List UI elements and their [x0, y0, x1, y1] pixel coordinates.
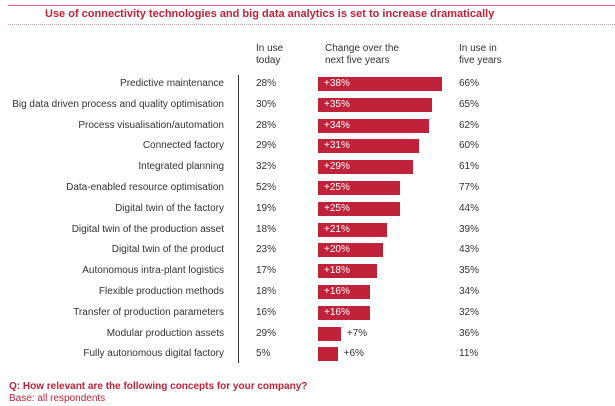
change-label: +21% — [324, 223, 350, 235]
future-value: 61% — [459, 161, 480, 173]
header-future: In use in five years — [459, 43, 502, 66]
header-change: Change over the next five years — [325, 43, 399, 66]
category-label: Modular production assets — [106, 327, 224, 339]
future-value: 62% — [459, 119, 480, 131]
change-bar — [318, 264, 377, 279]
change-bar — [318, 77, 443, 91]
change-bar — [318, 285, 371, 299]
change-bar — [318, 139, 420, 154]
future-value: 66% — [459, 78, 480, 89]
chart-title: Use of connectivity technologies and big… — [45, 8, 495, 20]
today-value: 52% — [256, 182, 277, 193]
change-label: +6% — [343, 348, 364, 360]
change-label: +18% — [324, 265, 350, 277]
today-value: 18% — [256, 286, 277, 297]
today-value: 32% — [256, 161, 277, 173]
future-value: 36% — [459, 327, 480, 339]
change-bar — [318, 347, 338, 362]
change-label: +34% — [324, 119, 350, 131]
change-label: +25% — [324, 182, 350, 193]
future-value: 65% — [459, 98, 480, 110]
header-today: In use today — [256, 43, 284, 66]
today-value: 23% — [256, 244, 277, 256]
future-value: 60% — [459, 140, 480, 152]
category-label: Autonomous intra-plant logistics — [82, 265, 224, 277]
survey-base: Base: all respondents — [9, 393, 106, 404]
today-value: 5% — [256, 348, 271, 360]
change-label: +25% — [324, 202, 350, 214]
category-label: Digital twin of the product — [111, 244, 224, 256]
today-value: 18% — [256, 223, 277, 235]
today-value: 29% — [256, 327, 277, 339]
future-value: 11% — [459, 348, 479, 360]
change-label: +38% — [324, 78, 350, 89]
change-label: +20% — [324, 244, 350, 256]
change-bar — [318, 326, 341, 341]
category-label: Integrated planning — [138, 161, 224, 173]
change-label: +16% — [324, 306, 350, 318]
today-value: 28% — [256, 119, 277, 131]
future-value: 39% — [459, 223, 480, 235]
axis-line — [238, 75, 239, 363]
change-label: +16% — [324, 286, 350, 297]
change-label: +7% — [346, 327, 368, 339]
change-bar — [318, 160, 413, 175]
future-value: 34% — [459, 286, 480, 297]
future-value: 44% — [459, 202, 480, 214]
change-bar — [318, 222, 387, 237]
category-label: Flexible production methods — [98, 286, 224, 297]
today-value: 28% — [256, 78, 277, 89]
today-value: 16% — [256, 306, 277, 318]
change-bar — [318, 97, 433, 112]
future-value: 35% — [459, 265, 480, 277]
category-label: Connected factory — [142, 140, 224, 152]
change-label: +29% — [324, 161, 350, 173]
dotted-divider — [8, 24, 615, 25]
category-label: Digital twin of the production asset — [71, 223, 224, 235]
category-label: Digital twin of the factory — [115, 202, 224, 214]
change-bar — [318, 118, 430, 133]
future-value: 43% — [459, 244, 480, 256]
change-bar — [318, 181, 400, 195]
today-value: 19% — [256, 202, 277, 214]
category-label: Predictive maintenance — [120, 78, 224, 89]
category-label: Data-enabled resource optimisation — [66, 182, 224, 193]
change-label: +35% — [324, 98, 350, 110]
change-bar — [318, 201, 400, 216]
category-label: Transfer of production parameters — [73, 306, 224, 318]
today-value: 30% — [256, 98, 277, 110]
change-bar — [318, 305, 371, 320]
top-rule — [8, 5, 615, 6]
change-bar — [318, 243, 384, 258]
future-value: 77% — [459, 182, 480, 193]
today-value: 17% — [256, 265, 277, 277]
survey-question: Q: How relevant are the following concep… — [9, 381, 308, 392]
category-label: Big data driven process and quality opti… — [12, 98, 224, 110]
today-value: 29% — [256, 140, 277, 152]
category-label: Process visualisation/automation — [78, 119, 224, 131]
category-label: Fully autonomous digital factory — [83, 348, 224, 360]
future-value: 32% — [459, 306, 480, 318]
change-label: +31% — [324, 140, 350, 152]
